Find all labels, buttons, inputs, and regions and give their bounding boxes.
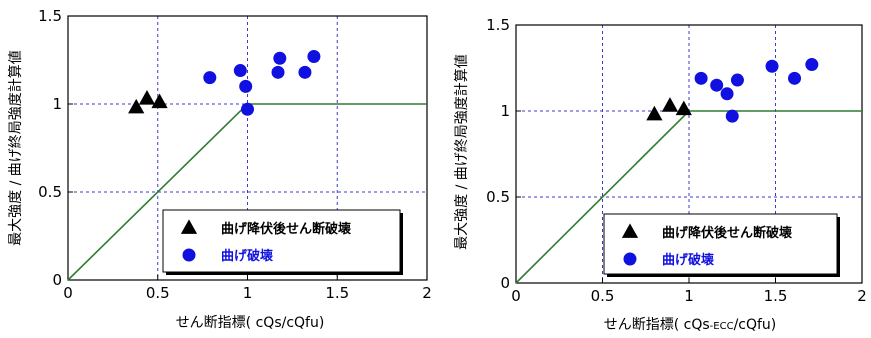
circle-point (725, 109, 739, 123)
x-tick-label: 0.5 (146, 284, 170, 302)
legend-label: 曲げ破壊 (221, 248, 274, 264)
x-tick-label: 2 (857, 287, 867, 305)
triangle-point (128, 98, 145, 114)
x-tick-label: 1.5 (764, 287, 788, 305)
y-axis-label: 最大強度 / 曲げ終局強度計算値 (8, 50, 24, 246)
circle-point (730, 73, 744, 87)
series-2 (694, 58, 819, 123)
legend-box (162, 209, 401, 273)
circle-point (298, 65, 312, 79)
y-tick-label: 0.5 (38, 183, 62, 201)
series-1 (128, 90, 168, 114)
legend-circle-marker (182, 248, 196, 262)
y-axis-label: 最大強度 / 曲げ終局強度計算値 (454, 54, 470, 250)
circle-point (273, 51, 287, 65)
legend-label: 曲げ降伏後せん断破壊 (662, 225, 793, 241)
circle-point (694, 71, 708, 85)
x-axis-label: せん断指標( cQs-ECC/cQfu) (604, 317, 777, 333)
x-tick-label: 0.5 (591, 287, 615, 305)
legend-triangle-marker (621, 223, 639, 238)
circle-point (710, 78, 724, 92)
series-2 (203, 49, 321, 116)
circle-point (805, 58, 819, 72)
circle-point (720, 87, 734, 101)
y-tick-label: 1 (500, 102, 510, 120)
x-tick-label: 2 (422, 284, 432, 302)
legend-box (603, 213, 838, 275)
x-tick-label: 1 (684, 287, 694, 305)
triangle-point (151, 93, 168, 109)
legend-circle-marker (623, 252, 637, 266)
triangle-point (675, 100, 692, 116)
triangle-point (646, 105, 663, 121)
circle-point (203, 71, 217, 85)
legend-label: 曲げ破壊 (662, 252, 715, 268)
x-tick-label: 0 (63, 284, 73, 302)
circle-point (239, 79, 253, 93)
circle-point (788, 71, 802, 85)
triangle-point (661, 97, 679, 112)
y-tick-label: 1.5 (38, 7, 62, 25)
y-tick-label: 0 (52, 271, 62, 289)
x-tick-label: 1 (243, 284, 253, 302)
series-1 (646, 97, 692, 121)
y-tick-label: 1 (52, 95, 62, 113)
y-tick-label: 0.5 (486, 188, 510, 206)
circle-point (241, 102, 254, 116)
circle-point (271, 65, 285, 79)
legend-triangle-marker (180, 219, 198, 234)
y-tick-label: 0 (500, 274, 510, 292)
x-tick-label: 1.5 (325, 284, 349, 302)
x-axis-label: せん断指標( cQs/cQfu) (176, 315, 325, 331)
circle-point (765, 59, 779, 73)
circle-point (233, 64, 247, 78)
legend-label: 曲げ降伏後せん断破壊 (221, 221, 352, 237)
triangle-point (138, 90, 156, 105)
x-tick-label: 0 (511, 287, 521, 305)
circle-point (307, 49, 321, 63)
y-tick-label: 1.5 (486, 16, 510, 34)
